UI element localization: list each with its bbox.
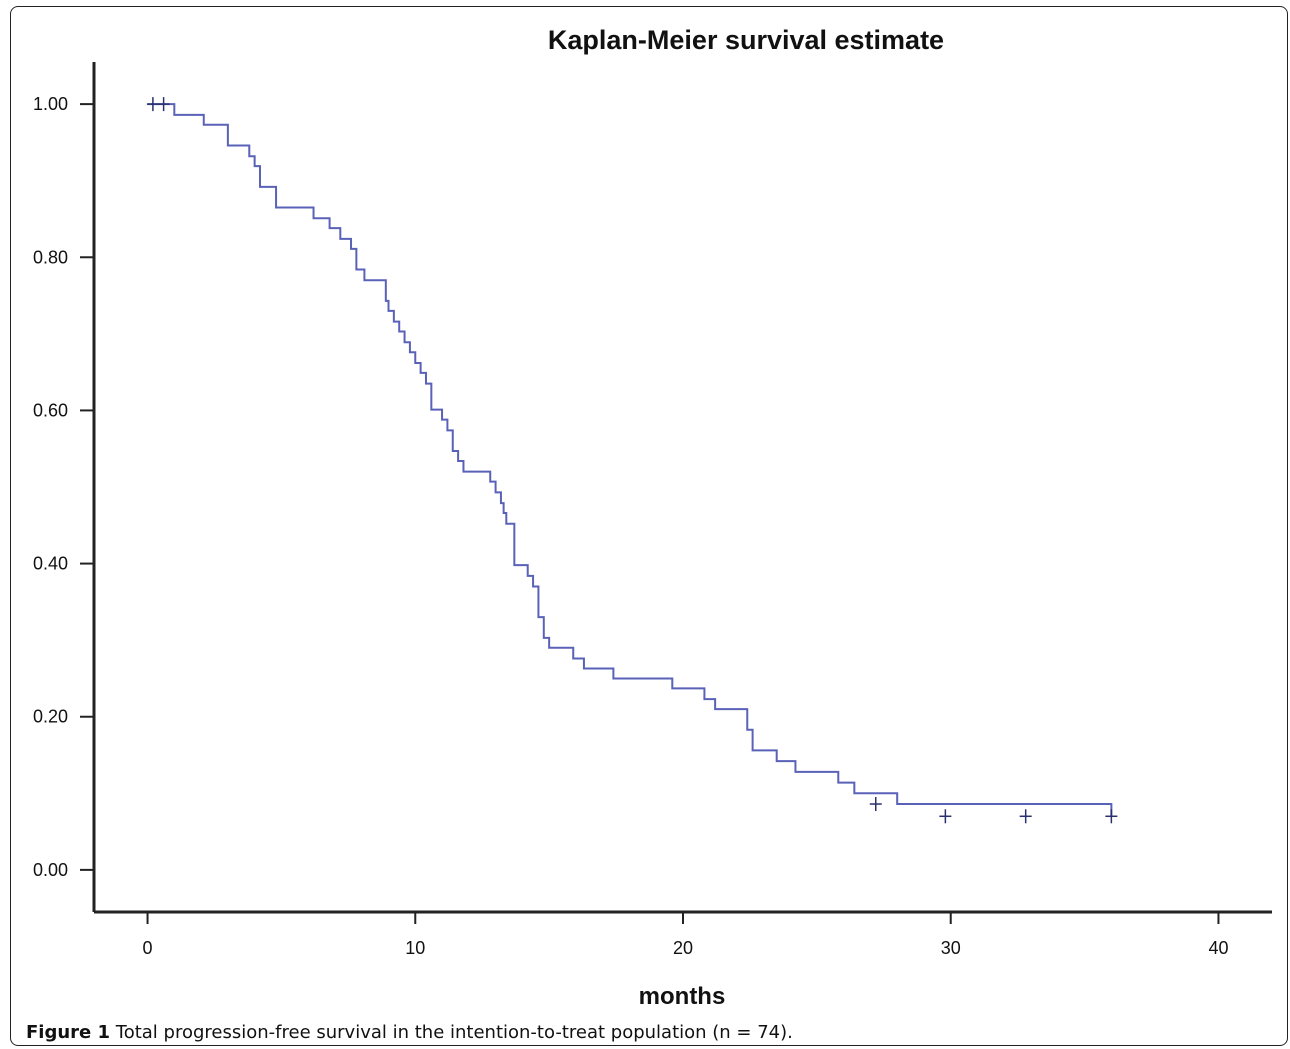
y-tick-label: 0.60 <box>33 400 68 420</box>
x-axis-label: months <box>639 983 726 1010</box>
censor-mark <box>869 797 882 812</box>
figure-caption: Figure 1 Total progression-free survival… <box>26 1022 793 1043</box>
axes: 0.00 0.20 0.40 0.60 0.80 1.00 0 10 20 30 40 <box>33 62 1272 958</box>
x-tick-label: 30 <box>941 938 961 958</box>
censor-mark <box>939 809 952 824</box>
censor-mark <box>1105 809 1118 824</box>
survival-curve-group <box>147 103 1113 817</box>
x-tick-label: 20 <box>673 938 693 958</box>
y-tick-label: 0.80 <box>33 247 68 267</box>
x-tick-label: 40 <box>1208 938 1228 958</box>
x-tick-label: 10 <box>405 938 425 958</box>
y-tick-label: 0.00 <box>33 860 68 880</box>
figure-frame <box>10 6 1288 1046</box>
caption-label: Figure 1 <box>26 1022 111 1043</box>
censor-mark <box>146 97 159 112</box>
x-tick-label: 0 <box>143 938 153 958</box>
km-chart: Kaplan-Meier survival estimate months 0.… <box>33 25 1272 1010</box>
censor-marks <box>146 97 1118 824</box>
y-tick-label: 0.40 <box>33 554 68 574</box>
y-tick-label: 1.00 <box>33 94 68 114</box>
censor-mark <box>1019 809 1032 824</box>
survival-step-line <box>147 103 1113 817</box>
censor-mark <box>157 97 170 112</box>
caption-text: Total progression-free survival in the i… <box>110 1022 793 1043</box>
y-tick-label: 0.20 <box>33 707 68 727</box>
chart-title: Kaplan-Meier survival estimate <box>548 25 944 55</box>
